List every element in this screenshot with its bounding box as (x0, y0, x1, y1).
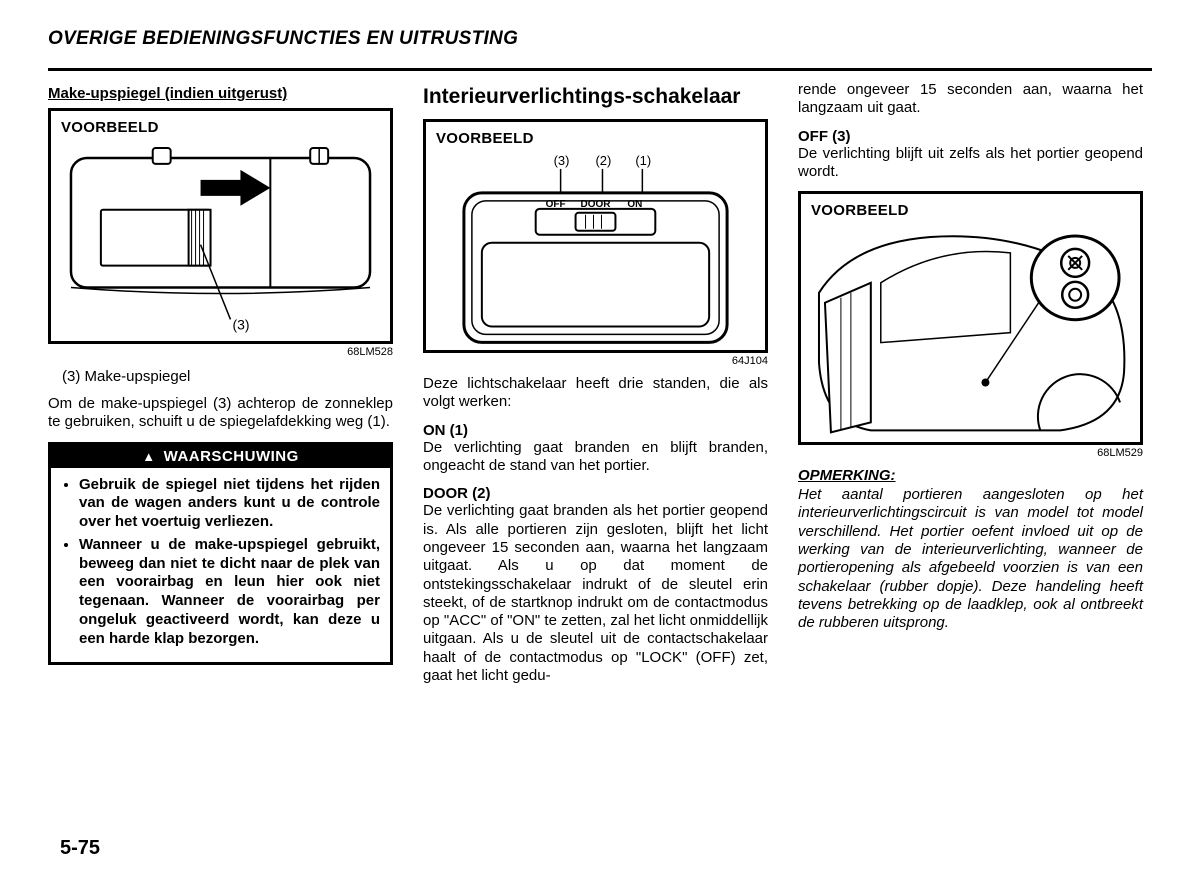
warning-body: Gebruik de spiegel niet tijdens het rijd… (51, 468, 390, 663)
page-number: 5-75 (60, 837, 100, 860)
figure-code-3: 68LM529 (798, 447, 1143, 459)
warning-box: WAARSCHUWING Gebruik de spiegel niet tij… (48, 442, 393, 666)
figure-door-switch: VOORBEELD (798, 191, 1143, 445)
figure-code-2: 64J104 (423, 355, 768, 367)
caption-mirror: (3) Make-upspiegel (62, 368, 393, 385)
figure-code-1: 68LM528 (48, 346, 393, 358)
warning-header: WAARSCHUWING (51, 445, 390, 468)
col2-intro: Deze lichtschakelaar heeft drie standen,… (423, 375, 768, 412)
col2-heading: Interieurverlichtings-schakelaar (423, 85, 768, 109)
callout-3: (3) (232, 316, 249, 332)
column-1: Make-upspiegel (indien uitgerust) VOORBE… (48, 85, 393, 695)
col1-heading: Make-upspiegel (indien uitgerust) (48, 85, 393, 102)
col3-continuation: rende ongeveer 15 seconden aan, waarna h… (798, 81, 1143, 118)
content-columns: Make-upspiegel (indien uitgerust) VOORBE… (48, 85, 1152, 695)
figure-label-3: VOORBEELD (811, 202, 1130, 219)
on-heading: ON (1) (423, 422, 768, 439)
svg-text:DOOR: DOOR (581, 199, 611, 210)
warning-item-2: Wanneer u de make-upspiegel gebruikt, be… (79, 536, 380, 649)
figure-label: VOORBEELD (61, 119, 380, 136)
svg-text:ON: ON (627, 199, 642, 210)
door-body: De verlichting gaat branden als het port… (423, 502, 768, 685)
note-heading: OPMERKING: (798, 467, 1143, 484)
figure-light-switch: VOORBEELD (3) (2) (1) OFF DOOR ON (423, 119, 768, 353)
svg-text:(1): (1) (635, 153, 651, 168)
page-title: OVERIGE BEDIENINGSFUNCTIES EN UITRUSTING (48, 28, 1152, 54)
note-body: Het aantal portieren aangesloten op het … (798, 486, 1143, 632)
figure-label-2: VOORBEELD (436, 130, 755, 147)
title-rule (48, 68, 1152, 71)
figure-sunvisor: VOORBEELD (48, 108, 393, 344)
off-heading: OFF (3) (798, 128, 1143, 145)
col1-paragraph: Om de make-upspiegel (3) achterop de zon… (48, 395, 393, 432)
svg-text:(3): (3) (554, 153, 570, 168)
sunvisor-diagram: (3) (61, 140, 380, 339)
on-body: De verlichting gaat branden en blijft br… (423, 439, 768, 476)
svg-text:(2): (2) (596, 153, 612, 168)
column-2: Interieurverlichtings-schakelaar VOORBEE… (423, 85, 768, 695)
warning-item-1: Gebruik de spiegel niet tijdens het rijd… (79, 476, 380, 532)
column-3: rende ongeveer 15 seconden aan, waarna h… (798, 85, 1143, 695)
svg-text:OFF: OFF (546, 199, 566, 210)
light-switch-diagram: (3) (2) (1) OFF DOOR ON (436, 151, 755, 350)
off-body: De verlichting blijft uit zelfs als het … (798, 145, 1143, 182)
door-heading: DOOR (2) (423, 485, 768, 502)
door-switch-diagram (811, 223, 1130, 437)
